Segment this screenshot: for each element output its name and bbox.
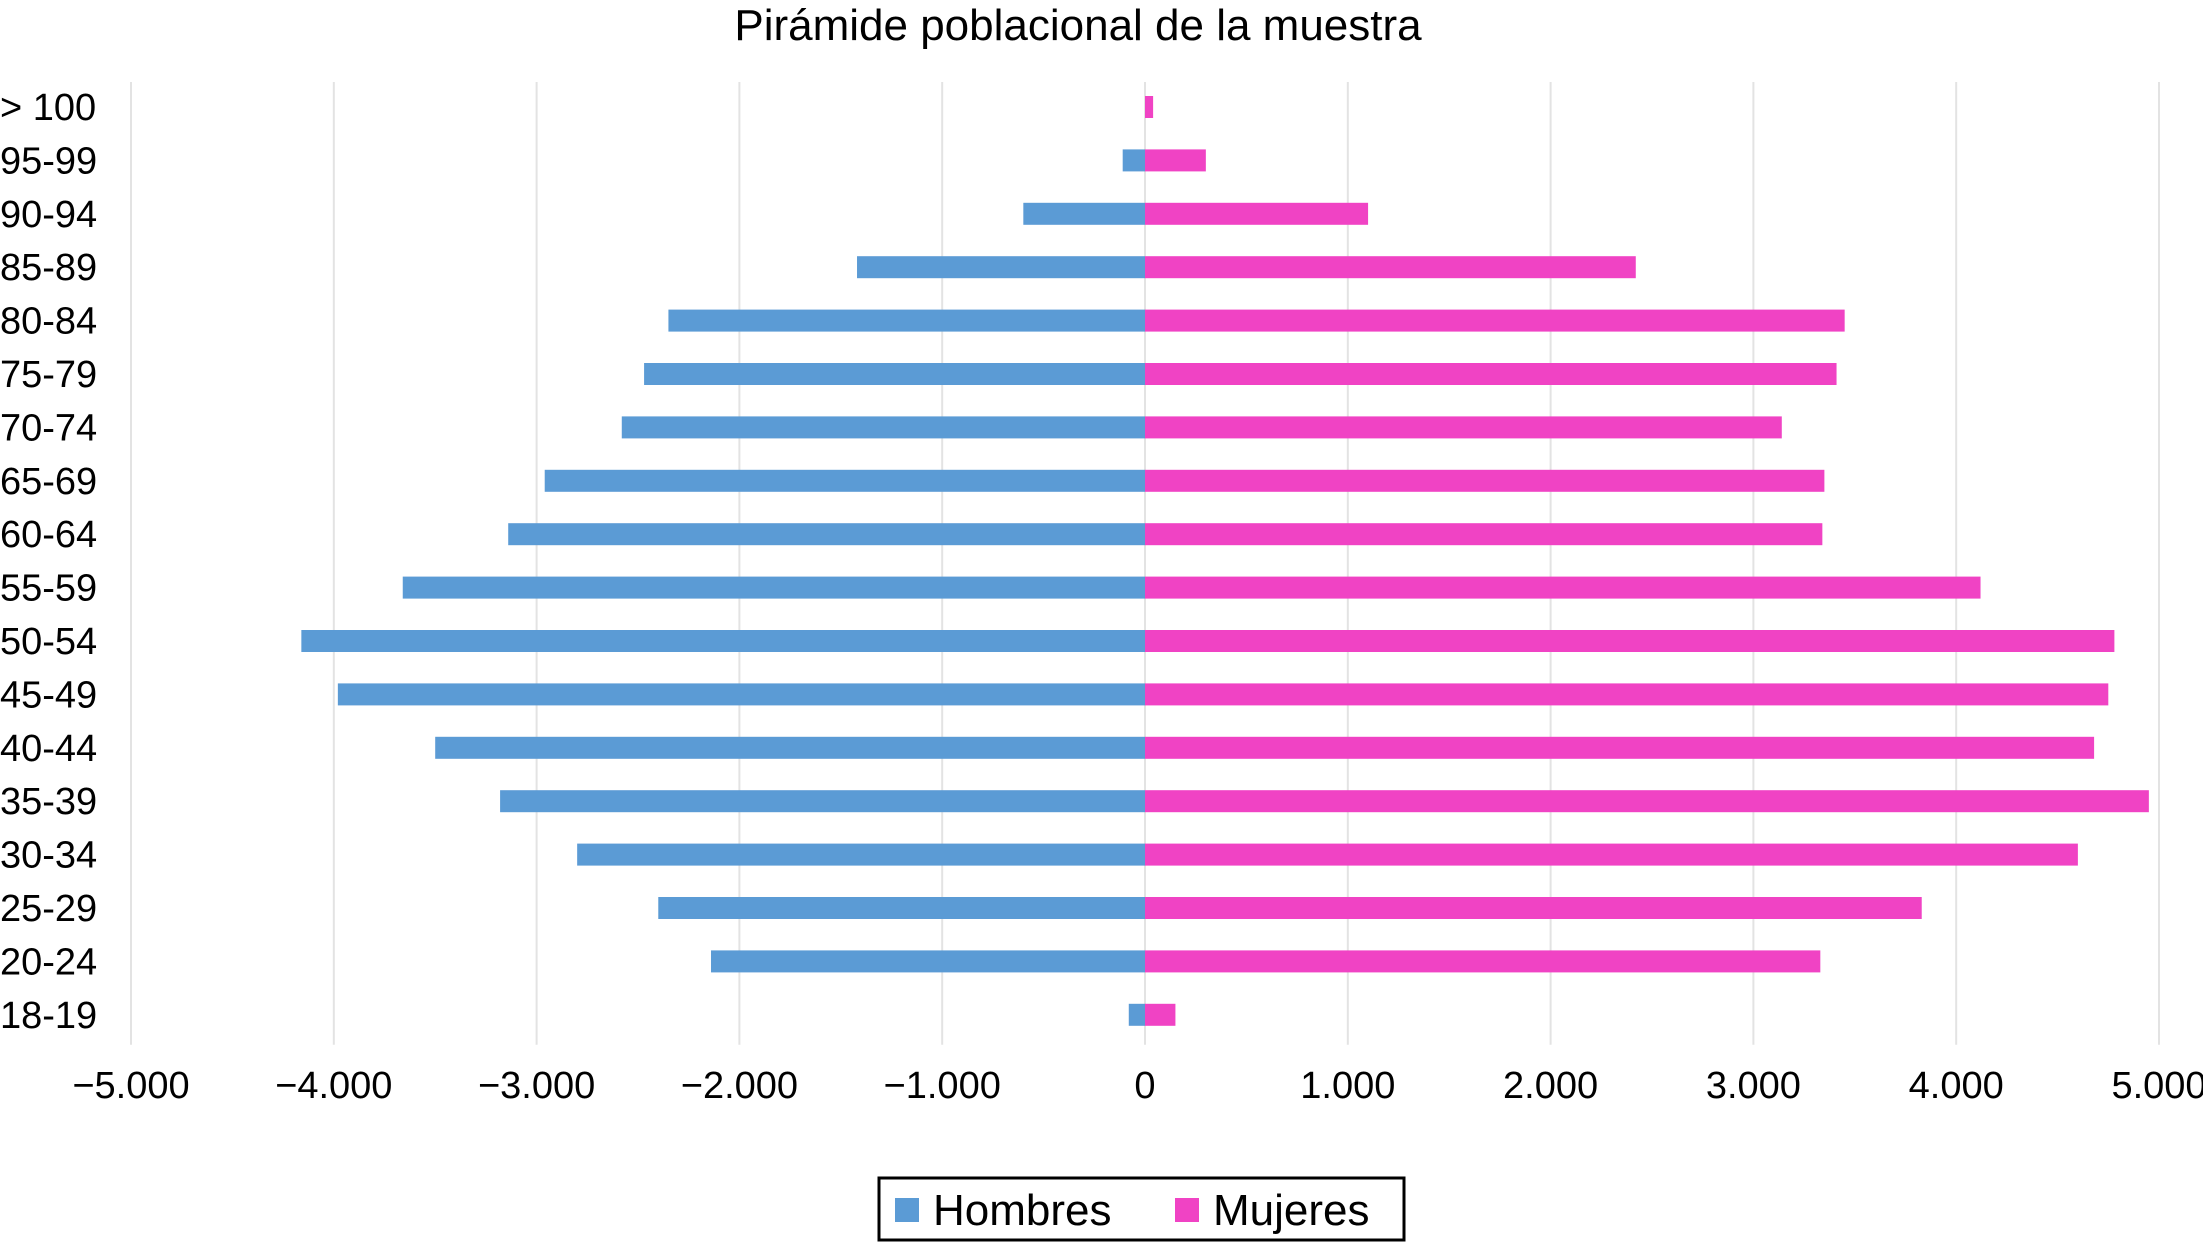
- category-label: 20-24: [0, 941, 97, 983]
- legend-swatch-mujeres: [1175, 1198, 1199, 1222]
- bar-hombres: [435, 736, 1145, 759]
- bar-hombres: [1122, 149, 1145, 172]
- legend: Hombres Mujeres: [877, 1176, 1406, 1242]
- legend-swatch-hombres: [895, 1198, 919, 1222]
- bar-hombres: [711, 950, 1145, 973]
- bar-mujeres: [1145, 96, 1154, 118]
- x-tick-label: −2.000: [681, 1065, 798, 1107]
- bar-mujeres: [1145, 309, 1845, 332]
- bar-hombres: [1128, 1003, 1145, 1026]
- bar-hombres: [500, 790, 1145, 813]
- bar-hombres: [668, 309, 1145, 332]
- category-label: > 100: [0, 87, 96, 129]
- category-label: 85-89: [0, 247, 97, 289]
- bar-mujeres: [1145, 843, 2078, 866]
- bar-mujeres: [1145, 363, 1837, 385]
- bar-hombres: [508, 523, 1145, 546]
- x-tick-label: 1.000: [1300, 1065, 1395, 1107]
- x-tick-label: −4.000: [275, 1065, 392, 1107]
- category-labels: > 100 95-99 90-94 85-89 80-84 75-79 70-74 65-69…: [0, 87, 97, 1037]
- bar-hombres: [402, 576, 1145, 599]
- bar-hombres: [1023, 202, 1145, 225]
- category-label: 60-64: [0, 514, 97, 556]
- x-axis-tick-labels: −5.000 −4.000 −3.000 −2.000 −1.000 0 1.000 2.00…: [72, 1065, 2203, 1107]
- bar-mujeres: [1145, 1003, 1176, 1026]
- bar-mujeres: [1145, 576, 1981, 599]
- x-tick-label: 5.000: [2111, 1065, 2203, 1107]
- gridlines: [130, 82, 2160, 1045]
- bar-hombres: [337, 683, 1146, 706]
- bar-mujeres: [1145, 202, 1369, 225]
- category-label: 50-54: [0, 621, 97, 663]
- bar-hombres: [301, 630, 1145, 652]
- bar-mujeres: [1145, 149, 1206, 172]
- bar-hombres: [857, 256, 1145, 279]
- category-label: 30-34: [0, 835, 97, 877]
- bar-hombres: [621, 416, 1145, 439]
- category-label: 25-29: [0, 888, 97, 930]
- bar-mujeres: [1145, 630, 2115, 652]
- category-label: 80-84: [0, 301, 97, 343]
- bars: [301, 96, 2149, 1026]
- x-tick-label: 4.000: [1909, 1065, 2004, 1107]
- x-tick-label: 0: [1134, 1065, 1155, 1107]
- category-label: 45-49: [0, 674, 97, 716]
- bar-mujeres: [1145, 469, 1825, 492]
- category-label: 35-39: [0, 781, 97, 823]
- category-label: 40-44: [0, 728, 97, 770]
- category-label: 75-79: [0, 354, 97, 396]
- bar-hombres: [577, 843, 1145, 866]
- x-tick-label: −1.000: [884, 1065, 1001, 1107]
- x-tick-label: −5.000: [72, 1065, 189, 1107]
- bar-mujeres: [1145, 523, 1823, 546]
- bar-hombres: [644, 363, 1145, 385]
- category-label: 55-59: [0, 568, 97, 610]
- x-tick-label: −3.000: [478, 1065, 595, 1107]
- bar-mujeres: [1145, 683, 2109, 706]
- category-label: 90-94: [0, 194, 97, 236]
- legend-box: [877, 1176, 1406, 1242]
- chart-title: Pirámide poblacional de la muestra: [734, 1, 1422, 50]
- legend-label-mujeres: Mujeres: [1213, 1186, 1370, 1235]
- bar-mujeres: [1145, 950, 1821, 973]
- bar-mujeres: [1145, 416, 1782, 439]
- category-label: 65-69: [0, 461, 97, 503]
- x-tick-label: 3.000: [1706, 1065, 1801, 1107]
- category-label: 95-99: [0, 140, 97, 182]
- bar-mujeres: [1145, 790, 2149, 813]
- bar-hombres: [544, 469, 1145, 492]
- bar-mujeres: [1145, 897, 1922, 919]
- legend-label-hombres: Hombres: [933, 1186, 1112, 1235]
- category-label: 18-19: [0, 995, 97, 1037]
- bar-mujeres: [1145, 256, 1636, 279]
- category-label: 70-74: [0, 407, 97, 449]
- x-tick-label: 2.000: [1503, 1065, 1598, 1107]
- bar-hombres: [658, 897, 1145, 919]
- bar-mujeres: [1145, 736, 2095, 759]
